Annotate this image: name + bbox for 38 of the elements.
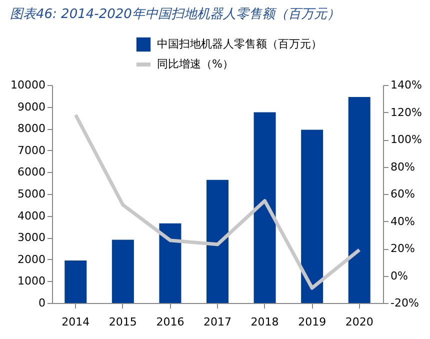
y-tick-label: 10000 [10, 78, 46, 92]
x-tick-label: 2014 [62, 316, 90, 328]
bar [348, 96, 370, 303]
legend-label: 中国扫地机器人零售额（百万元） [157, 38, 322, 50]
y2-tick-label: 120% [390, 106, 422, 119]
bar [64, 260, 87, 303]
y-tick-label: 5000 [18, 188, 46, 200]
x-tick-label: 2019 [298, 316, 326, 328]
bar [301, 130, 324, 303]
x-tick-label: 2016 [156, 316, 184, 328]
y-tick-label: 8000 [18, 122, 46, 136]
y2-tick-label: 60% [390, 188, 415, 200]
bar [206, 180, 228, 303]
legend-label: 同比增速（%） [157, 58, 234, 70]
y-tick-label: 1000 [18, 274, 46, 288]
x-tick-label: 2020 [345, 316, 374, 328]
x-tick-label: 2017 [204, 316, 232, 328]
x-tick-label: 2015 [108, 316, 137, 328]
bar [254, 112, 276, 303]
y-tick-label: 0 [38, 296, 46, 310]
bar [159, 223, 182, 303]
y-tick-label: 9000 [18, 100, 46, 114]
y2-tick-label: 40% [390, 214, 415, 228]
y2-tick-label: 100% [390, 133, 422, 146]
chart-title: 图表46: 2014-2020年中国扫地机器人零售额（百万元） [10, 7, 340, 22]
bar [112, 240, 134, 303]
y2-tick-label: 20% [390, 242, 415, 255]
y2-tick-label: 0% [390, 269, 408, 282]
y-tick-label: 3000 [18, 231, 46, 244]
x-tick-label: 2018 [250, 316, 279, 328]
y-tick-label: 7000 [18, 144, 46, 157]
y2-tick-label: 80% [390, 160, 415, 174]
y2-tick-label: -20% [390, 296, 419, 310]
y-tick-label: 4000 [18, 209, 46, 222]
line-series [74, 113, 362, 290]
y-tick-label: 2000 [18, 252, 46, 266]
y2-tick-label: 140% [390, 78, 422, 92]
y-tick-label: 6000 [18, 166, 46, 179]
